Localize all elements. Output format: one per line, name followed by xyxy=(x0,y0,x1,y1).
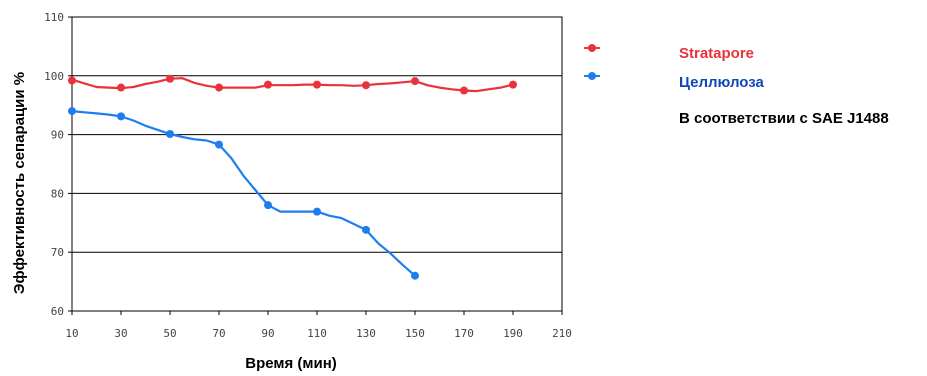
data-point-stratapore xyxy=(509,80,517,89)
x-tick-label: 190 xyxy=(503,327,523,340)
x-tick-label: 110 xyxy=(307,327,327,340)
y-tick-label: 60 xyxy=(51,305,64,318)
x-tick-label: 70 xyxy=(212,327,225,340)
data-point-stratapore xyxy=(215,83,223,92)
legend-marker-stratapore-dot xyxy=(588,44,596,52)
plot-frame xyxy=(71,16,563,312)
gridlines xyxy=(72,75,562,253)
y-tick-label: 80 xyxy=(51,187,64,200)
data-point-stratapore xyxy=(313,80,321,89)
x-tick-label: 170 xyxy=(454,327,474,340)
legend-label-stratapore: Stratapore xyxy=(679,45,754,62)
data-point-cellulose xyxy=(117,112,125,121)
x-tick-label: 210 xyxy=(552,327,572,340)
y-tick-label: 100 xyxy=(44,70,64,83)
data-point-cellulose xyxy=(264,201,272,210)
y-tick-label: 90 xyxy=(51,129,64,142)
data-point-stratapore xyxy=(411,77,419,86)
data-point-stratapore xyxy=(460,86,468,95)
x-tick-label: 90 xyxy=(261,327,274,340)
x-tick-label: 10 xyxy=(65,327,78,340)
legend-note-sae: В соответствии с SAE J1488 xyxy=(679,110,889,127)
data-point-stratapore xyxy=(362,81,370,90)
x-tick-label: 130 xyxy=(356,327,376,340)
data-point-cellulose xyxy=(166,130,174,139)
x-axis-title: Время (мин) xyxy=(245,355,337,372)
y-axis: 60 70 80 90 100 110 xyxy=(44,11,72,318)
data-point-stratapore xyxy=(68,76,76,85)
data-point-cellulose xyxy=(411,271,419,280)
data-point-cellulose xyxy=(68,107,76,116)
legend-marker-cellulose-dot xyxy=(588,72,596,80)
series-line-stratapore xyxy=(71,77,514,93)
x-tick-label: 50 xyxy=(163,327,176,340)
x-tick-label: 150 xyxy=(405,327,425,340)
y-axis-title: Эффективность сепарации % xyxy=(11,72,28,294)
data-point-cellulose xyxy=(313,207,321,216)
data-point-stratapore xyxy=(117,83,125,92)
x-axis: 10 30 50 70 90 110 130 150 170 190 210 xyxy=(65,311,572,340)
legend-item-cellulose: Целлюлоза xyxy=(584,72,765,91)
legend: Stratapore Целлюлоза В соответствии с SA… xyxy=(584,44,889,127)
y-tick-label: 110 xyxy=(44,11,64,24)
series-line-cellulose xyxy=(71,110,416,277)
data-point-stratapore xyxy=(264,80,272,89)
data-point-stratapore xyxy=(166,74,174,83)
legend-item-stratapore: Stratapore xyxy=(584,44,754,62)
x-tick-label: 30 xyxy=(114,327,127,340)
data-point-cellulose xyxy=(215,140,223,149)
data-point-cellulose xyxy=(362,225,370,234)
y-tick-label: 70 xyxy=(51,246,64,259)
legend-label-cellulose: Целлюлоза xyxy=(679,74,765,91)
series-layer xyxy=(68,74,517,280)
